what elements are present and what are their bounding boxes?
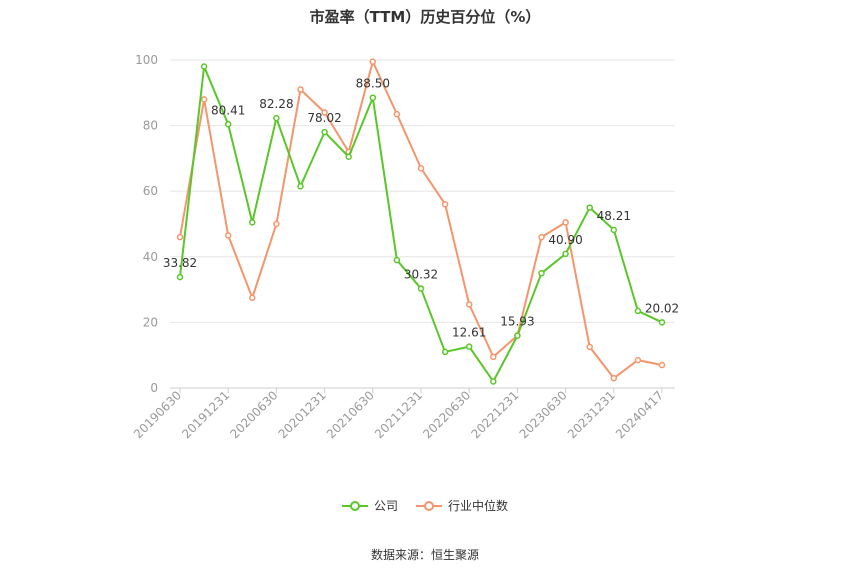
x-tick-label: 20191231 (179, 388, 232, 441)
data-label: 15.93 (500, 315, 534, 329)
data-label: 80.41 (211, 103, 245, 117)
x-tick-label: 20221231 (468, 388, 521, 441)
data-point-company[interactable] (441, 348, 449, 356)
data-point-industry-median[interactable] (610, 374, 618, 382)
data-point-company[interactable] (490, 378, 497, 385)
data-point-company[interactable] (538, 269, 545, 277)
data-point-industry-median[interactable] (441, 201, 449, 208)
data-point-industry-median[interactable] (369, 58, 377, 65)
data-point-industry-median[interactable] (465, 301, 473, 308)
data-point-industry-median[interactable] (562, 219, 569, 226)
data-point-company[interactable] (417, 285, 425, 292)
data-point-company[interactable] (273, 114, 280, 122)
data-point-company[interactable] (369, 94, 377, 101)
y-tick-label: 100 (135, 53, 158, 67)
x-tick-label: 20210630 (324, 388, 377, 441)
data-point-company[interactable] (586, 204, 593, 211)
x-tick-label: 20190630 (131, 388, 184, 441)
x-tick-label: 20211231 (372, 388, 425, 441)
y-tick-label: 40 (143, 250, 158, 264)
x-tick-label: 20230630 (517, 388, 570, 441)
data-point-company[interactable] (610, 226, 618, 234)
data-point-industry-median[interactable] (249, 294, 256, 302)
data-point-company[interactable] (200, 63, 208, 70)
data-point-company[interactable] (176, 273, 184, 281)
data-point-industry-median[interactable] (634, 356, 642, 364)
data-point-company[interactable] (465, 343, 473, 350)
chart-title: 市盈率（TTM）历史百分位（%） (309, 8, 541, 26)
legend-item-company[interactable]: 公司 (341, 497, 398, 514)
x-tick-label: 20200630 (227, 388, 280, 441)
data-label: 82.28 (259, 97, 293, 111)
y-tick-label: 60 (143, 184, 158, 198)
data-point-industry-median[interactable] (200, 96, 208, 103)
y-tick-label: 20 (143, 315, 158, 329)
data-point-company[interactable] (297, 183, 304, 190)
data-point-industry-median[interactable] (393, 110, 401, 118)
data-label: 33.82 (163, 256, 197, 270)
legend: 公司 行业中位数 (0, 497, 850, 514)
legend-swatch-industry-median (416, 499, 442, 513)
data-point-company[interactable] (562, 250, 569, 258)
y-tick-label: 80 (143, 119, 158, 133)
data-point-company[interactable] (393, 256, 401, 264)
data-label: 20.02 (645, 301, 679, 315)
data-label: 12.61 (452, 326, 486, 340)
y-tick-label: 0 (150, 381, 158, 395)
legend-item-industry-median[interactable]: 行业中位数 (416, 497, 508, 514)
source-note: 数据来源：恒生聚源 (370, 548, 479, 562)
data-point-company[interactable] (658, 319, 666, 326)
data-point-industry-median[interactable] (490, 353, 497, 361)
legend-label-company: 公司 (373, 499, 398, 513)
legend-label-industry-median: 行业中位数 (448, 499, 509, 513)
data-label: 40.90 (548, 233, 582, 247)
data-point-company[interactable] (345, 153, 352, 161)
data-point-industry-median[interactable] (297, 86, 304, 93)
data-point-industry-median[interactable] (176, 233, 184, 241)
data-label: 78.02 (307, 111, 341, 125)
data-point-company[interactable] (321, 128, 328, 136)
data-point-industry-median[interactable] (538, 233, 545, 241)
data-point-industry-median[interactable] (658, 361, 666, 369)
x-tick-label: 20220630 (420, 388, 473, 441)
x-tick-label: 20231231 (565, 388, 618, 441)
data-point-industry-median[interactable] (273, 220, 280, 228)
x-tick-label: 20201231 (276, 388, 329, 441)
data-point-company[interactable] (634, 307, 642, 315)
data-label: 88.50 (356, 77, 390, 91)
data-label: 30.32 (404, 268, 438, 282)
x-tick-label: 20240417 (613, 388, 666, 441)
data-point-company[interactable] (224, 121, 232, 128)
data-point-company[interactable] (514, 332, 521, 339)
data-point-industry-median[interactable] (417, 164, 425, 172)
data-point-industry-median[interactable] (224, 232, 232, 239)
legend-swatch-company (341, 499, 368, 513)
data-point-company[interactable] (249, 219, 256, 226)
data-point-industry-median[interactable] (586, 343, 593, 351)
data-label: 48.21 (597, 209, 631, 223)
data-point-industry-median[interactable] (321, 109, 328, 116)
